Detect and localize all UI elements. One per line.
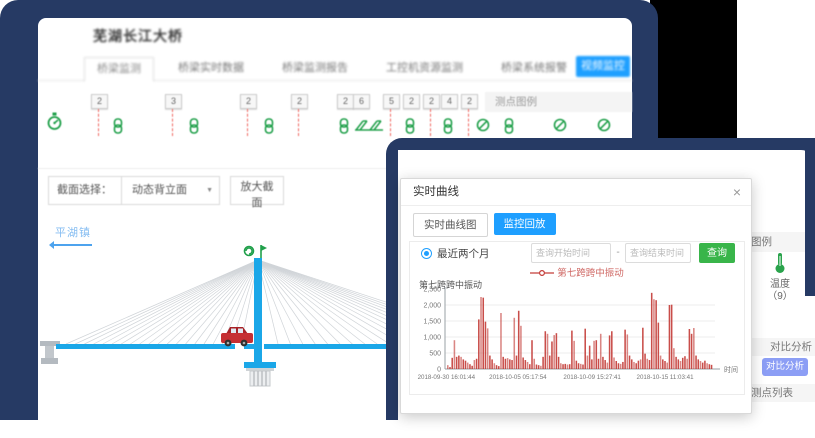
thermometer-icon [775,253,785,273]
bridge-schematic [40,245,514,387]
dashed-line-icon [247,109,248,136]
svg-text:2,500: 2,500 [423,287,441,294]
section-select-group: 截面选择： 动态背立面 ▼ [48,176,220,205]
bridge-deck [56,344,235,349]
link-icon [503,118,515,139]
link-icon [263,118,275,139]
tab-1[interactable]: 桥梁监测 [84,57,154,82]
svg-text:0: 0 [437,367,441,374]
close-icon[interactable]: × [732,184,741,200]
bearing-icon [354,118,370,137]
pier-foundation [246,368,274,387]
query-end-input[interactable] [625,243,691,263]
main-tabbar: 桥梁监测 桥梁实时数据 桥梁监测报告 工控机资源监测 桥梁系统报警 [38,54,632,82]
tab-2[interactable]: 桥梁实时数据 [178,62,244,74]
link-icon [338,118,350,139]
bridge-tower [254,258,262,364]
sensor-count-badge: 2 [337,94,354,109]
dashed-line-icon [430,109,431,136]
section-select-dropdown[interactable]: 动态背立面 ▼ [121,177,219,204]
legend-panel-title: 测点图例 [485,92,632,112]
navy-edge [805,138,815,296]
page: { "ui": {"caret": "▼", "close": "×", "se… [0,0,815,420]
link-icon [112,118,124,139]
sensor-count-badge: 4 [441,94,458,109]
section-select-label: 截面选择： [57,184,112,196]
sensor-count-badge: 2 [91,94,108,109]
query-start-input[interactable] [531,243,611,263]
tab-3[interactable]: 桥梁监测报告 [282,62,348,74]
legend-panel: 测点图例 [485,92,632,156]
ban-icon [597,118,611,137]
sensor-count-badge: 2 [291,94,308,109]
modal-tab-1[interactable]: 实时曲线图 [413,213,488,237]
wind-vane-icon [260,245,267,258]
sensor-count-badge: 2 [461,94,478,109]
temperature-count: （9） [767,291,793,302]
video-monitor-button[interactable]: 视频监控 [576,56,630,77]
dashed-line-icon [172,109,173,136]
abutment [40,341,60,364]
link-icon [442,118,454,139]
sensor-count-badge: 2 [240,94,257,109]
svg-text:500: 500 [429,351,441,358]
chart-legend: 第七跨跨中振动 [401,265,753,279]
sensor-count-badge: 5 [383,94,400,109]
svg-text:1,000: 1,000 [423,335,441,342]
link-icon [188,118,200,139]
svg-text:1,500: 1,500 [423,319,441,326]
sensor-count-badge: 2 [423,94,440,109]
bridge-end-label: 平湖镇 [55,227,91,239]
sensor-count-badge: 2 [403,94,420,109]
sidebar-compare-title: 对比分析 [770,341,812,353]
svg-text:2018-09-30 16:01:44: 2018-09-30 16:01:44 [418,374,476,381]
svg-text:2018-10-15 11:03:41: 2018-10-15 11:03:41 [637,374,695,381]
ban-icon [476,118,490,137]
svg-text:2018-10-05 05:17:54: 2018-10-05 05:17:54 [489,374,547,381]
sensor-count-badge: 6 [353,94,370,109]
section-select-value: 动态背立面 [132,184,187,196]
enlarge-section-button[interactable]: 放大截面 [230,176,284,209]
bearing-icon [368,118,384,137]
dashed-line-icon [98,109,99,136]
anemometer-icon [243,245,255,257]
dashed-line-icon [468,109,469,136]
tab-4[interactable]: 工控机资源监测 [386,62,463,74]
timer-icon [46,112,63,136]
svg-text:2,000: 2,000 [423,303,441,310]
date-separator: - [616,247,620,258]
link-icon [404,118,416,139]
legend-marker-icon [530,270,555,277]
modal-tab-2[interactable]: 监控回放 [493,213,556,235]
page-title: 芜湖长江大桥 [93,28,183,44]
svg-text:2018-10-09 15:27:41: 2018-10-09 15:27:41 [563,374,621,381]
query-button[interactable]: 查询 [699,243,735,263]
temperature-label: 温度 [770,279,790,290]
modal-chart-panel [409,241,745,395]
modal-title: 实时曲线 [413,186,459,198]
compare-analysis-button[interactable]: 对比分析 [762,358,808,376]
modal-header: 实时曲线 × [401,179,751,206]
dashed-line-icon [298,109,299,136]
chart-title: 第七跨跨中振动 [419,280,483,290]
left-arrow-icon [49,241,92,249]
tab-5[interactable]: 桥梁系统报警 [501,62,567,74]
chevron-down-icon: ▼ [206,187,213,194]
svg-text:时间: 时间 [724,365,738,374]
car [221,327,253,347]
ban-icon [553,118,567,137]
black-backdrop [650,0,737,138]
legend-label: 第七跨跨中振动 [557,268,624,279]
recent-range-radio[interactable] [421,248,432,259]
divider [38,168,632,169]
recent-range-label: 最近两个月 [437,248,490,260]
sensor-count-badge: 3 [165,94,182,109]
temperature-legend: 温度 （9） [752,252,808,312]
dashed-line-icon [390,109,391,136]
